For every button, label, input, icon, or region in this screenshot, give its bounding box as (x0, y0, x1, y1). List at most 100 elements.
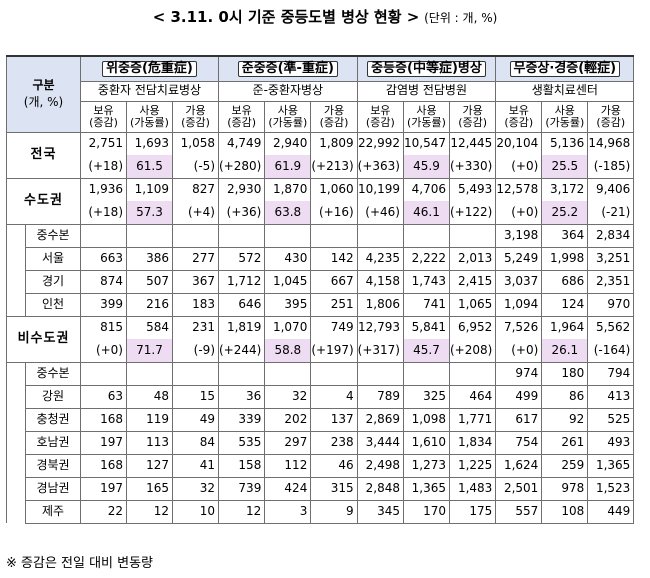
table-cell: 297 (264, 430, 312, 455)
column-header-top: 가용 (185, 103, 206, 117)
category-name: 준중증(準-重症) (237, 60, 338, 77)
table-cell: 3,172 (541, 177, 589, 201)
table-row: 전국 2,751 1,693 1,058 4,749 2,940 1,809 22,992 10… (6, 131, 635, 179)
change-cell: (+244) (217, 339, 266, 363)
subregion-label: 제주 (25, 499, 81, 524)
table-cell: 1,610 (402, 430, 450, 455)
table-cell (448, 223, 497, 248)
table-cell: 5,493 (448, 177, 497, 201)
table-cell: 741 (402, 292, 450, 317)
table-cell: 12 (126, 499, 173, 524)
table-cell: 3,037 (495, 269, 543, 294)
table-cell: 2,930 (217, 177, 266, 201)
table-cell: 1,964 (541, 315, 589, 339)
table-cell: 584 (126, 315, 173, 339)
table-cell: 1,058 (172, 131, 219, 155)
table-row: (+18) 57.3 (+4) (+36) 63.8 (+16) (+46) 46.1 (+12… (7, 201, 635, 225)
table-cell: 202 (264, 407, 312, 432)
title-text: < 3.11. 0시 기준 중등도별 병상 현황 > (152, 8, 420, 26)
change-cell: (+317) (356, 339, 404, 363)
column-header-top: 가용 (323, 103, 345, 117)
table-cell: 92 (541, 407, 589, 432)
change-cell: (+0) (495, 339, 543, 363)
table-cell: 261 (541, 430, 589, 455)
table-cell: 572 (217, 246, 266, 271)
table-cell (402, 223, 450, 248)
table-cell: 14,968 (587, 131, 635, 155)
table-cell: 48 (126, 384, 173, 409)
utilization-rate-cell: 45.7 (402, 339, 450, 363)
table-cell: 1,273 (402, 453, 450, 478)
change-cell: (+280) (217, 155, 266, 179)
table-cell: 183 (172, 292, 219, 317)
region-label: 전국 (6, 131, 81, 179)
column-header-top: 사용 (277, 103, 298, 117)
utilization-rate-cell: 46.1 (402, 201, 450, 225)
table-cell: 168 (80, 453, 127, 478)
table-cell: 108 (541, 499, 589, 524)
table-cell: 1,365 (587, 453, 635, 478)
table-cell: 386 (126, 246, 173, 271)
table-cell: 10,547 (402, 131, 450, 155)
table-cell (264, 223, 312, 248)
indent-cell (6, 362, 26, 523)
indent-cell (6, 224, 26, 316)
table-cell: 15 (172, 384, 219, 409)
table-cell: 197 (80, 430, 127, 455)
column-header-top: 보유 (508, 103, 529, 117)
table-cell: 2,013 (448, 246, 497, 271)
table-cell: 10 (172, 499, 219, 524)
utilization-rate-cell: 63.8 (264, 201, 312, 225)
table-row: 충청권 168 119 49 339 202 137 2,869 1,098 1,771 617 92… (7, 407, 635, 432)
column-header-top: 보유 (231, 103, 252, 117)
subregion-label: 인천 (25, 292, 81, 317)
table-cell: 259 (541, 453, 589, 478)
subregion-label: 경남권 (25, 476, 81, 501)
table-cell (310, 223, 358, 248)
bed-status-table: 구분 (개, %) 위중증(危重症) 준중증(準-重症) 중등증(中等症)병상 무증상·경… (6, 55, 635, 524)
gubun-label: 구분 (32, 78, 55, 93)
table-cell: 339 (217, 407, 266, 432)
column-header-bottom: (가동률) (407, 115, 446, 129)
subregion-label: 호남권 (25, 430, 81, 455)
table-cell: 325 (402, 384, 450, 409)
subregion-label: 서울 (25, 246, 81, 271)
category-name: 위중증(危重症) (102, 60, 197, 77)
utilization-rate-cell: 26.1 (541, 339, 589, 363)
table-row: 경기 874 507 367 1,712 1,045 667 4,158 1,743 2,415 3… (7, 269, 635, 294)
region-label: 수도권 (6, 177, 81, 225)
table-cell (126, 223, 173, 248)
table-cell: 1,834 (448, 430, 497, 455)
column-header-top: 사용 (416, 103, 437, 117)
table-cell: 9 (310, 499, 358, 524)
table-cell: 5,562 (587, 315, 635, 339)
table-cell: 158 (217, 453, 266, 478)
table-cell: 175 (448, 499, 497, 524)
table-cell (448, 361, 497, 386)
column-header-bottom: (증감) (227, 115, 257, 129)
subregion-label: 강원 (25, 384, 81, 409)
table-cell: 424 (264, 476, 312, 501)
table-cell (172, 361, 219, 386)
utilization-rate-cell: 25.2 (541, 201, 589, 225)
subregion-label: 경기 (25, 269, 81, 294)
table-cell: 137 (310, 407, 358, 432)
table-cell: 557 (495, 499, 543, 524)
table-cell: 1,045 (264, 269, 312, 294)
table-cell: 430 (264, 246, 312, 271)
change-cell: (+363) (356, 155, 404, 179)
utilization-rate-cell: 61.5 (126, 155, 173, 179)
subregion-label: 경북권 (25, 453, 81, 478)
column-header-bottom: (증감) (89, 115, 118, 129)
table-cell: 1,065 (448, 292, 497, 317)
table-cell: 277 (172, 246, 219, 271)
table-cell: 32 (172, 476, 219, 501)
table-cell: 827 (172, 177, 219, 201)
table-cell: 1,523 (587, 476, 635, 501)
table-cell: 395 (264, 292, 312, 317)
change-cell: (+4) (172, 201, 219, 225)
category-header: 중등증(中等症)병상 (356, 55, 497, 82)
table-cell: 12 (217, 499, 266, 524)
table-cell: 1,483 (448, 476, 497, 501)
change-cell: (+122) (448, 201, 497, 225)
